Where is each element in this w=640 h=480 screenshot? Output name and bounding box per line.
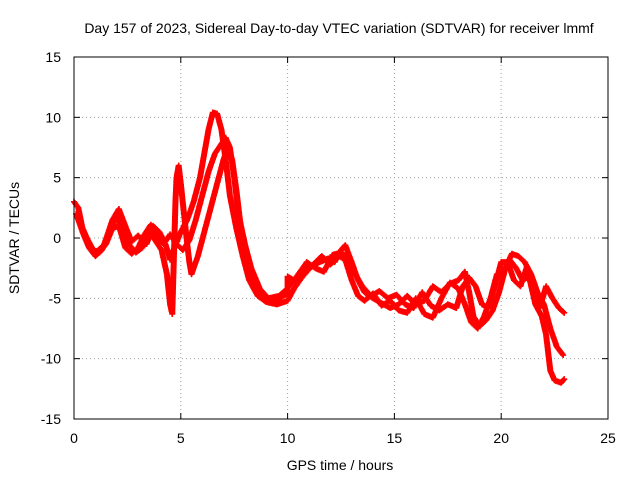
x-tick-label: 25 [600, 430, 616, 446]
y-tick-label: 0 [53, 230, 61, 246]
y-tick-label: -15 [41, 411, 61, 427]
x-tick-label: 0 [70, 430, 78, 446]
data-point-markers [77, 134, 568, 316]
y-tick-label: 5 [53, 170, 61, 186]
axis-ticks: 0 5 10 15 20 25 -15 -10 -5 0 5 10 15 [41, 49, 616, 446]
y-tick-label: -5 [49, 290, 62, 306]
chart-title: Day 157 of 2023, Sidereal Day-to-day VTE… [84, 20, 593, 36]
x-tick-label: 10 [280, 430, 296, 446]
y-tick-label: 10 [45, 109, 61, 125]
series-track-3 [77, 134, 568, 316]
y-tick-label: -10 [41, 351, 61, 367]
data-point-markers [73, 144, 568, 386]
data-points [71, 109, 568, 386]
x-axis-label: GPS time / hours [287, 457, 394, 473]
y-tick-label: 15 [45, 49, 61, 65]
y-axis-label: SDTVAR / TECUs [6, 182, 22, 294]
series-track-2 [73, 144, 568, 386]
x-tick-label: 15 [387, 430, 403, 446]
x-tick-label: 20 [493, 430, 509, 446]
x-tick-label: 5 [177, 430, 185, 446]
